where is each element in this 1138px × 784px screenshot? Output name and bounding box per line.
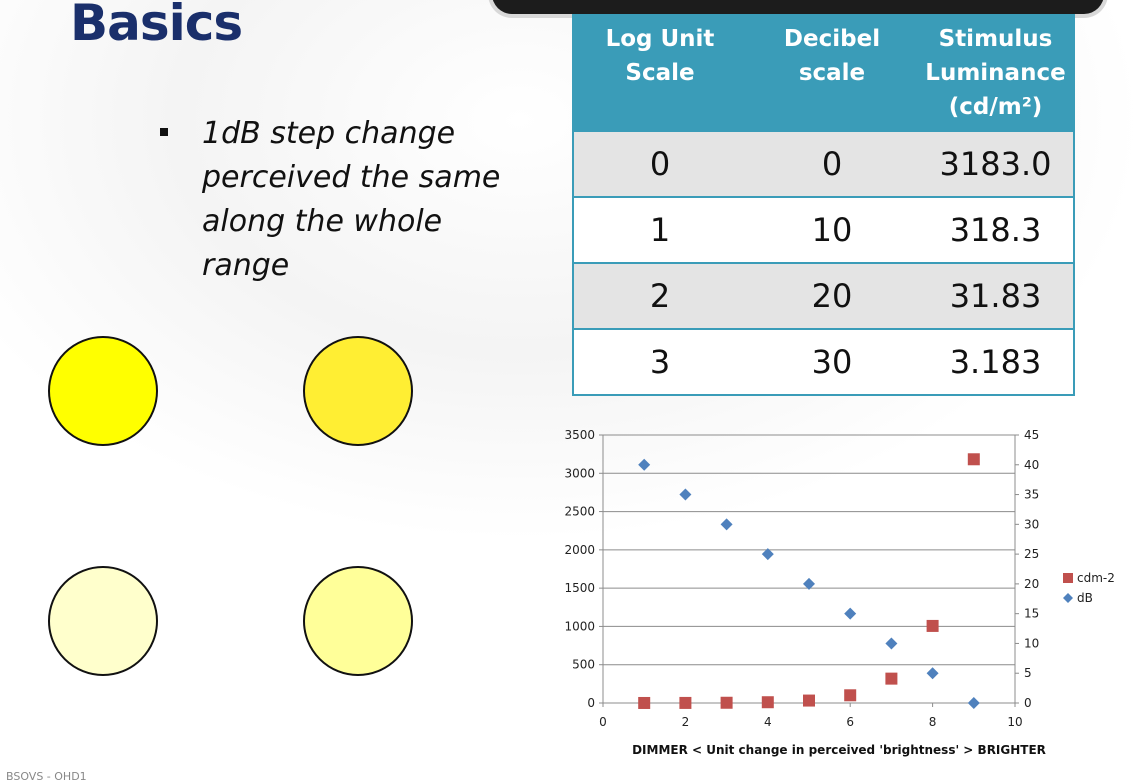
table-cell: 0 <box>573 130 746 197</box>
y-tick-label-right: 15 <box>1024 607 1039 621</box>
table-row: 2 20 31.83 <box>573 262 1074 329</box>
y-tick-label-right: 40 <box>1024 458 1039 472</box>
data-point-dB <box>720 518 733 531</box>
x-tick-label: 8 <box>929 715 937 729</box>
y-tick-label-right: 20 <box>1024 577 1039 591</box>
data-point-cdm-2 <box>803 694 815 707</box>
scale-table: Log Unit Scale Decibel scale Stimulus Lu… <box>572 14 1075 396</box>
y-tick-label-right: 25 <box>1024 547 1039 561</box>
data-point-cdm-2 <box>679 696 692 709</box>
x-tick-label: 0 <box>599 715 607 729</box>
table-cell: 2 <box>573 262 746 329</box>
table-cell: 3 <box>573 328 746 395</box>
luminance-chart: 0500100015002000250030003500051015202530… <box>564 428 1115 757</box>
header-decibel: Decibel scale <box>746 14 918 131</box>
header-luminance: Stimulus Luminance (cd/m²) <box>918 14 1074 131</box>
y-tick-label-right: 35 <box>1024 488 1039 502</box>
data-point-cdm-2 <box>761 696 774 709</box>
data-point-dB <box>844 607 857 620</box>
y-tick-label-right: 5 <box>1024 666 1032 680</box>
x-tick-label: 10 <box>1007 715 1022 729</box>
table-cell: 31.83 <box>918 262 1074 329</box>
data-point-cdm-2 <box>638 696 651 709</box>
data-point-cdm-2 <box>926 619 939 632</box>
y-tick-label-right: 0 <box>1024 696 1032 710</box>
y-tick-label-left: 3000 <box>564 466 595 480</box>
y-tick-label-right: 10 <box>1024 636 1039 650</box>
table-cell: 10 <box>746 196 918 263</box>
table-cell: 30 <box>746 328 918 395</box>
data-point-dB <box>638 458 651 471</box>
y-tick-label-left: 500 <box>572 658 595 672</box>
brightness-circle-2 <box>303 336 413 446</box>
data-point-dB <box>926 667 939 680</box>
data-point-dB <box>803 577 815 590</box>
y-tick-label-right: 45 <box>1024 428 1039 442</box>
data-point-cdm-2 <box>885 672 898 685</box>
table-row: 3 30 3.183 <box>573 328 1074 395</box>
data-point-cdm-2 <box>967 453 980 466</box>
y-tick-label-left: 1500 <box>564 581 595 595</box>
x-tick-label: 4 <box>764 715 772 729</box>
legend-label: dB <box>1077 591 1093 605</box>
y-tick-label-right: 30 <box>1024 517 1039 531</box>
x-tick-label: 2 <box>682 715 690 729</box>
bullet-text: 1dB step change perceived the same along… <box>202 116 501 283</box>
brightness-circle-4 <box>303 566 413 676</box>
table-cell: 0 <box>746 130 918 197</box>
data-point-dB <box>761 548 774 561</box>
y-tick-label-left: 0 <box>587 696 595 710</box>
table-cell: 318.3 <box>918 196 1074 263</box>
brightness-circle-1 <box>48 336 158 446</box>
table-row: 0 0 3183.0 <box>573 130 1074 197</box>
table-cell: 1 <box>573 196 746 263</box>
y-tick-label-left: 2000 <box>564 543 595 557</box>
table-cell: 3.183 <box>918 328 1074 395</box>
data-point-dB <box>885 637 898 650</box>
bullet-marker <box>160 128 168 136</box>
brightness-circle-3 <box>48 566 158 676</box>
table-row: 1 10 318.3 <box>573 196 1074 263</box>
table-cell: 20 <box>746 262 918 329</box>
data-point-cdm-2 <box>720 696 733 709</box>
legend-label: cdm-2 <box>1077 571 1115 585</box>
x-axis-label: DIMMER < Unit change in perceived 'brigh… <box>632 743 1046 757</box>
legend-marker <box>1063 593 1073 603</box>
data-point-cdm-2 <box>844 689 857 702</box>
legend-marker <box>1063 573 1073 583</box>
y-tick-label-left: 1000 <box>564 619 595 633</box>
header-log-unit: Log Unit Scale <box>573 14 746 131</box>
y-tick-label-left: 2500 <box>564 505 595 519</box>
footer-text: BSOVS - OHD1 <box>6 770 87 783</box>
slide-title: Basics <box>70 0 243 52</box>
x-tick-label: 6 <box>846 715 854 729</box>
table-cell: 3183.0 <box>918 130 1074 197</box>
data-point-dB <box>679 488 692 501</box>
y-tick-label-left: 3500 <box>564 428 595 442</box>
data-point-dB <box>967 697 980 709</box>
